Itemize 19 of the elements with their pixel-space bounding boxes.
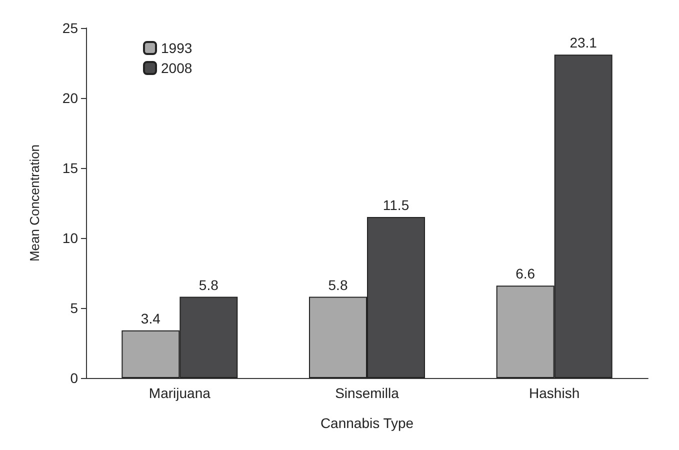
y-axis-title: Mean Concentration bbox=[27, 144, 42, 262]
data-label: 6.6 bbox=[516, 266, 536, 282]
y-tick-label: 15 bbox=[62, 160, 78, 176]
y-tick-label: 20 bbox=[62, 90, 78, 106]
y-tick-label: 25 bbox=[62, 20, 78, 36]
x-tick-label: Marijuana bbox=[148, 385, 211, 401]
data-label: 11.5 bbox=[382, 197, 410, 213]
x-axis-title: Cannabis Type bbox=[320, 415, 414, 431]
x-tick-label: Hashish bbox=[529, 385, 580, 401]
y-tick-label: 0 bbox=[70, 370, 78, 386]
data-label: 3.4 bbox=[140, 310, 161, 326]
data-label: 5.8 bbox=[198, 276, 219, 293]
x-tick-label: Sinsemilla bbox=[335, 385, 400, 401]
legend-label: 2008 bbox=[161, 60, 192, 76]
data-label: 5.8 bbox=[328, 276, 348, 293]
legend-label: 1993 bbox=[161, 40, 192, 56]
data-label: 23.1 bbox=[570, 34, 598, 51]
y-tick-label: 5 bbox=[70, 300, 78, 316]
y-tick-label: 10 bbox=[62, 230, 78, 246]
